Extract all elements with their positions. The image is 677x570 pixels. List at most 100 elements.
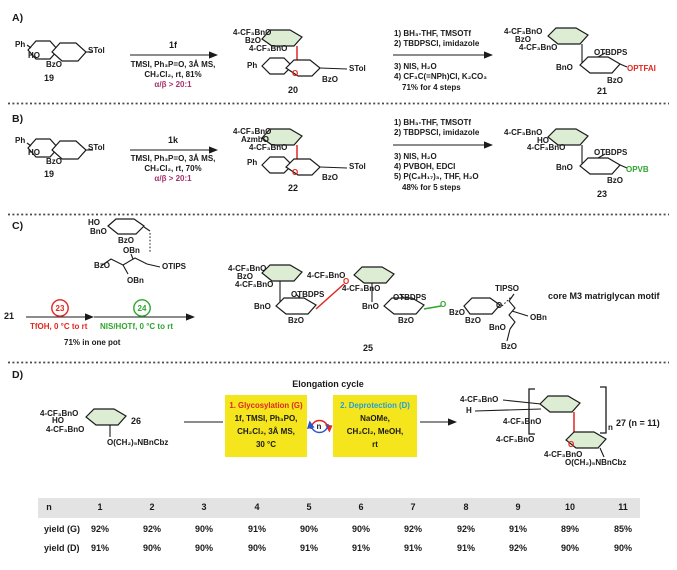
table-header-n: n [46,502,52,512]
row-d-v10: 90% [560,543,579,553]
compound-25-skeleton [261,264,529,342]
c19b-ph: Ph [15,136,26,145]
c19-ho: HO [28,51,40,60]
c25-green-o: O [440,300,447,309]
row-d-v2: 90% [142,543,161,553]
row-g-v11: 85% [613,524,632,534]
row-d-v4: 90% [247,543,266,553]
row-g-v1: 92% [90,524,109,534]
c24-bzo: BzO [118,236,134,245]
c26-number: 26 [131,416,142,426]
row-d-v8: 91% [456,543,475,553]
deprotection-line2: CH₂Cl₂, MeOH, [346,427,404,436]
step-a2-l3: 3) NIS, H₂O [394,62,437,71]
row-g-v8: 92% [456,524,475,534]
glycosylation-line1: 1f, TMSI, Ph₃PO, [234,414,298,423]
c22-red-o: O [292,168,299,177]
c26-s1: 4-CF₃BnO [40,409,79,418]
row-d-v3: 90% [194,543,213,553]
c24-obn-top: OBn [123,246,140,255]
arrow-a2 [393,51,493,59]
c25-u1-s3: 4-CF₃BnO [235,280,274,289]
c27-repeat-n: n [608,423,613,432]
step-a1-ratio: α/β > 20:1 [154,80,192,89]
c20-s3: 4-CF₃BnO [249,44,288,53]
c25-red-o: O [343,277,350,286]
row-g-v2: 92% [142,524,161,534]
c27-s1: 4-CF₃BnO [460,395,499,404]
c-start-21: 21 [4,311,15,321]
row-g-v3: 90% [194,524,213,534]
c25-u2-bzo: BzO [398,316,414,325]
c27-red-o: O [568,440,575,449]
c20-bzo: BzO [322,75,338,84]
compound-23-skeleton [547,128,628,175]
c26-ho: HO [52,416,64,425]
compound-27-skeleton [474,386,607,458]
c-circle-24: 24 [137,304,147,313]
step-b2-l5: 5) P(C₈H₁₇)₃, THF, H₂O [394,172,479,181]
step-a2-l1: 1) BH₃-THF, TMSOTf [394,29,472,38]
c24-otips: OTIPS [162,262,187,271]
c24-ho: HO [88,218,100,227]
c19-bzo: BzO [46,60,62,69]
c22-s2: AzmbO [241,135,269,144]
arrow-b2 [393,141,493,149]
c23-opvb: OPVB [626,165,649,174]
row-d-v5: 91% [299,543,318,553]
c25-u2-s3: 4-CF₃BnO [342,284,381,293]
c25-chain-obn: OBn [530,313,547,322]
c19-stol: STol [88,46,105,55]
glycosylation-title: 1. Glycosylation (G) [229,401,303,410]
table-header-6: 6 [358,502,364,512]
c19b-stol: STol [88,143,105,152]
c25-u1-otbdps: OTBDPS [291,290,325,299]
table-header-7: 7 [410,502,416,512]
compound-26-skeleton [85,408,223,437]
step-b1-cond1: TMSI, Ph₃P=O, 3Å MS, [130,154,216,163]
row-d-v7: 91% [403,543,422,553]
c21-s1: 4-CF₃BnO [504,27,543,36]
panel-d-label: D) [12,369,24,381]
c25-u2-bno: BnO [362,302,379,311]
c21-bzo: BzO [607,76,623,85]
panel-separators [8,102,669,364]
row-d-v6: 91% [351,543,370,553]
row-g-v10: 89% [560,524,579,534]
c19b-bzo: BzO [46,157,62,166]
c21-otbdps: OTBDPS [594,48,628,57]
table-header-band [38,498,640,518]
c25-u1-s1: 4-CF₃BnO [228,264,267,273]
c22-bzo: BzO [322,173,338,182]
deprotection-title: 2. Deprotection (D) [340,401,410,410]
c25-u1-bzo: BzO [288,316,304,325]
c22-ph: Ph [247,158,258,167]
step-b2-l2: 2) TBDPSCl, imidazole [394,128,480,137]
table-header-4: 4 [254,502,260,512]
step-a1-reagent: 1f [168,40,177,50]
row-d-v1: 91% [90,543,109,553]
c27-s2: 4-CF₃BnO [503,417,542,426]
cycle-n-label: n [316,422,322,431]
arrow-c1 [26,299,94,321]
c23-s1: 4-CF₃BnO [504,128,543,137]
c24-bzo2: BzO [94,261,110,270]
c23-bzo: BzO [607,176,623,185]
row-g-v4: 91% [247,524,266,534]
c22-number: 22 [288,183,299,193]
step-b2-l1: 1) BH₃-THF, TMSOTf [394,118,472,127]
c23-bno: BnO [556,163,573,172]
step-a2-l4: 4) CF₃C(=NPh)Cl, K₂CO₃ [394,72,487,81]
c25-chain-bzo: BzO [501,342,517,351]
deprotection-box: 2. Deprotection (D) NaOMe, CH₂Cl₂, MeOH,… [333,395,417,457]
c-circle-23: 23 [55,304,65,313]
step-b2-l3: 3) NIS, H₂O [394,152,437,161]
row-g-v5: 90% [299,524,318,534]
table-header-3: 3 [201,502,207,512]
c21-number: 21 [597,86,608,96]
c23-number: 23 [597,189,608,199]
compound-19b-skeleton [26,138,93,160]
panel-c-label: C) [12,220,24,232]
